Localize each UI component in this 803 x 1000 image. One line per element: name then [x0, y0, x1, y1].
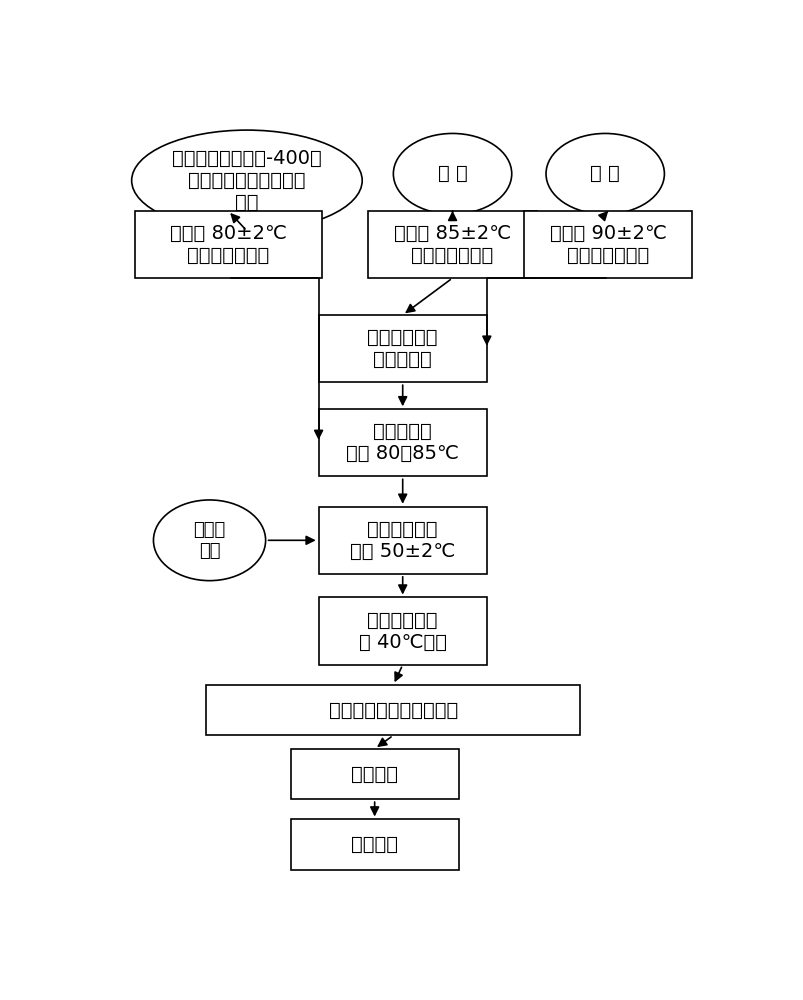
Text: 搅匀待温度降
到 40℃以下: 搅匀待温度降 到 40℃以下 — [358, 611, 446, 652]
Text: 搅拌，保持
温度 80～85℃: 搅拌，保持 温度 80～85℃ — [346, 422, 459, 463]
FancyBboxPatch shape — [318, 597, 487, 665]
Text: 检验合格: 检验合格 — [351, 764, 397, 783]
Text: 薰衣草
香精: 薰衣草 香精 — [194, 521, 226, 560]
FancyBboxPatch shape — [368, 211, 536, 278]
Text: 定量灌装: 定量灌装 — [351, 835, 397, 854]
Text: 加热至 85±2℃
后，溶解，备用: 加热至 85±2℃ 后，溶解，备用 — [393, 224, 511, 265]
Text: 丙二醇、聚乙二醇-400、
醋酸曲安奈德、硝酸咪
康唑: 丙二醇、聚乙二醇-400、 醋酸曲安奈德、硝酸咪 康唑 — [172, 149, 321, 212]
Text: 搅匀待温度下
降到 50±2℃: 搅匀待温度下 降到 50±2℃ — [349, 520, 454, 561]
Ellipse shape — [132, 130, 361, 231]
Text: 加热至 80±2℃
后，溶解，备用: 加热至 80±2℃ 后，溶解，备用 — [169, 224, 287, 265]
Text: 曲咪新乳膏（待分装品）: 曲咪新乳膏（待分装品） — [328, 701, 458, 720]
Text: 水 相: 水 相 — [589, 164, 619, 183]
Ellipse shape — [393, 133, 511, 214]
FancyBboxPatch shape — [206, 685, 580, 735]
Ellipse shape — [153, 500, 265, 581]
FancyBboxPatch shape — [524, 211, 691, 278]
FancyBboxPatch shape — [290, 819, 459, 870]
Text: 加热至 90±2℃
后，溶解，备用: 加热至 90±2℃ 后，溶解，备用 — [549, 224, 666, 265]
FancyBboxPatch shape — [318, 315, 487, 382]
FancyBboxPatch shape — [318, 507, 487, 574]
FancyBboxPatch shape — [135, 211, 321, 278]
FancyBboxPatch shape — [318, 409, 487, 476]
Ellipse shape — [545, 133, 663, 214]
FancyBboxPatch shape — [290, 749, 459, 799]
Text: 移入乳化罐、
搅拌、匀质: 移入乳化罐、 搅拌、匀质 — [367, 328, 438, 369]
Text: 油 相: 油 相 — [437, 164, 467, 183]
